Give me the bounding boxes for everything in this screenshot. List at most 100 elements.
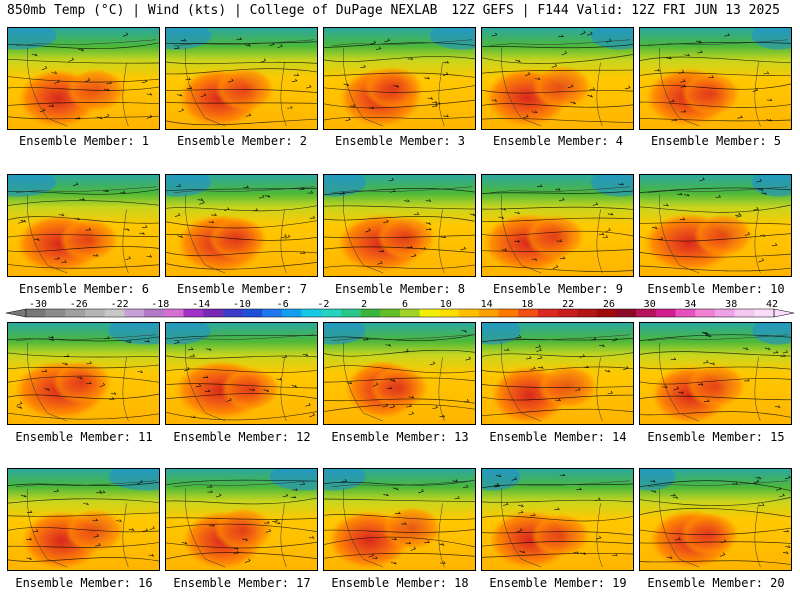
- colorbar-segment: [104, 309, 125, 317]
- panel-label-19: Ensemble Member: 19: [489, 576, 627, 590]
- ensemble-panel-7[interactable]: [165, 174, 318, 277]
- colorbar-segment: [577, 309, 598, 317]
- colorbar-segment: [478, 309, 499, 317]
- panel-label-17: Ensemble Member: 17: [173, 576, 311, 590]
- ensemble-panel-9[interactable]: [481, 174, 634, 277]
- colorbar-segment: [124, 309, 145, 317]
- panel-label-10: Ensemble Member: 10: [647, 282, 785, 296]
- panel-label-15: Ensemble Member: 15: [647, 430, 785, 444]
- colorbar-segment: [459, 309, 480, 317]
- colorbar-tick-label: -18: [151, 299, 169, 310]
- panel-label-3: Ensemble Member: 3: [334, 134, 466, 148]
- ensemble-panel-2[interactable]: [165, 27, 318, 130]
- colorbar-segment: [144, 309, 165, 317]
- colorbar-segment: [163, 309, 184, 317]
- panel-label-18: Ensemble Member: 18: [331, 576, 469, 590]
- colorbar-segment: [301, 309, 322, 317]
- colorbar-segment: [65, 309, 86, 317]
- colorbar-segment: [281, 309, 302, 317]
- panel-label-9: Ensemble Member: 9: [492, 282, 624, 296]
- colorbar-tick-label: 22: [562, 299, 574, 310]
- panel-label-20: Ensemble Member: 20: [647, 576, 785, 590]
- panel-label-8: Ensemble Member: 8: [334, 282, 466, 296]
- colorbar-segment: [222, 309, 243, 317]
- colorbar-tick-label: 42: [766, 299, 778, 310]
- colorbar-segment: [45, 309, 66, 317]
- colorbar-segment: [380, 309, 401, 317]
- ensemble-panel-18[interactable]: [323, 468, 476, 571]
- colorbar-tick-label: 26: [603, 299, 615, 310]
- colorbar-segment: [400, 309, 420, 317]
- colorbar-tick-label: 2: [361, 299, 367, 310]
- colorbar-tick-label: -22: [111, 299, 129, 310]
- map-title: 850mb Temp (°C) | Wind (kts) | College o…: [7, 3, 438, 18]
- ensemble-panel-19[interactable]: [481, 468, 634, 571]
- ensemble-panel-12[interactable]: [165, 322, 318, 425]
- colorbar-segment: [754, 309, 775, 317]
- panel-label-5: Ensemble Member: 5: [650, 134, 782, 148]
- colorbar-tick-label: 10: [440, 299, 452, 310]
- ensemble-panel-16[interactable]: [7, 468, 160, 571]
- colorbar-segment: [636, 309, 657, 317]
- ensemble-panel-20[interactable]: [639, 468, 792, 571]
- colorbar-segment: [537, 309, 558, 317]
- ensemble-panel-11[interactable]: [7, 322, 160, 425]
- temperature-colorbar: -30 -26 -22 -18 -14 -10 -6 -2 2 6 10 14 18 22 26 30 34 38…: [6, 299, 794, 318]
- colorbar-segment: [714, 309, 735, 317]
- ensemble-panel-3[interactable]: [323, 27, 476, 130]
- colorbar-segment: [734, 309, 755, 317]
- colorbar-segment: [675, 309, 696, 317]
- colorbar-segment: [242, 309, 263, 317]
- colorbar-segment: [695, 309, 716, 317]
- colorbar-tick-label: 38: [725, 299, 737, 310]
- colorbar-left-arrow: [6, 308, 27, 318]
- colorbar-tick-label: -14: [192, 299, 210, 310]
- colorbar-tick-label: -2: [317, 299, 329, 310]
- colorbar-right-arrow: [773, 308, 794, 318]
- panel-label-12: Ensemble Member: 12: [173, 430, 311, 444]
- colorbar-segment: [498, 309, 519, 317]
- colorbar-segment: [655, 309, 676, 317]
- colorbar-tick-label: -26: [70, 299, 88, 310]
- panel-label-13: Ensemble Member: 13: [331, 430, 469, 444]
- colorbar-segment: [203, 309, 224, 317]
- colorbar-segment: [85, 309, 106, 317]
- ensemble-panel-8[interactable]: [323, 174, 476, 277]
- panel-label-4: Ensemble Member: 4: [492, 134, 624, 148]
- colorbar-segment: [518, 309, 539, 317]
- colorbar-segment: [340, 309, 361, 317]
- colorbar-tick-label: 14: [481, 299, 493, 310]
- ensemble-panel-10[interactable]: [639, 174, 792, 277]
- ensemble-panel-6[interactable]: [7, 174, 160, 277]
- panel-label-2: Ensemble Member: 2: [176, 134, 308, 148]
- ensemble-panel-14[interactable]: [481, 322, 634, 425]
- panel-label-1: Ensemble Member: 1: [18, 134, 150, 148]
- colorbar-tick-label: 30: [644, 299, 656, 310]
- panel-label-11: Ensemble Member: 11: [15, 430, 153, 444]
- colorbar-tick-label: 6: [402, 299, 408, 310]
- colorbar-tick-label: -6: [277, 299, 289, 310]
- ensemble-panel-5[interactable]: [639, 27, 792, 130]
- colorbar-segment: [321, 309, 342, 317]
- colorbar-segment: [262, 309, 283, 317]
- colorbar-segment: [439, 309, 460, 317]
- panel-label-7: Ensemble Member: 7: [176, 282, 308, 296]
- ensemble-panel-4[interactable]: [481, 27, 634, 130]
- colorbar-segment: [419, 309, 440, 317]
- ensemble-panel-1[interactable]: [7, 27, 160, 130]
- ensemble-panel-15[interactable]: [639, 322, 792, 425]
- colorbar-segment: [557, 309, 578, 317]
- colorbar-segment: [616, 309, 637, 317]
- colorbar-segment: [360, 309, 381, 317]
- panel-label-14: Ensemble Member: 14: [489, 430, 627, 444]
- colorbar-segment: [26, 309, 46, 317]
- model-valid-time: 12Z GEFS | F144 Valid: 12Z FRI JUN 13 20…: [451, 3, 780, 18]
- colorbar-segment: [183, 309, 204, 317]
- colorbar-tick-label: -30: [29, 299, 47, 310]
- panel-label-16: Ensemble Member: 16: [15, 576, 153, 590]
- ensemble-panel-17[interactable]: [165, 468, 318, 571]
- panel-label-6: Ensemble Member: 6: [18, 282, 150, 296]
- colorbar-segment: [596, 309, 617, 317]
- colorbar-tick-label: 34: [684, 299, 696, 310]
- ensemble-panel-13[interactable]: [323, 322, 476, 425]
